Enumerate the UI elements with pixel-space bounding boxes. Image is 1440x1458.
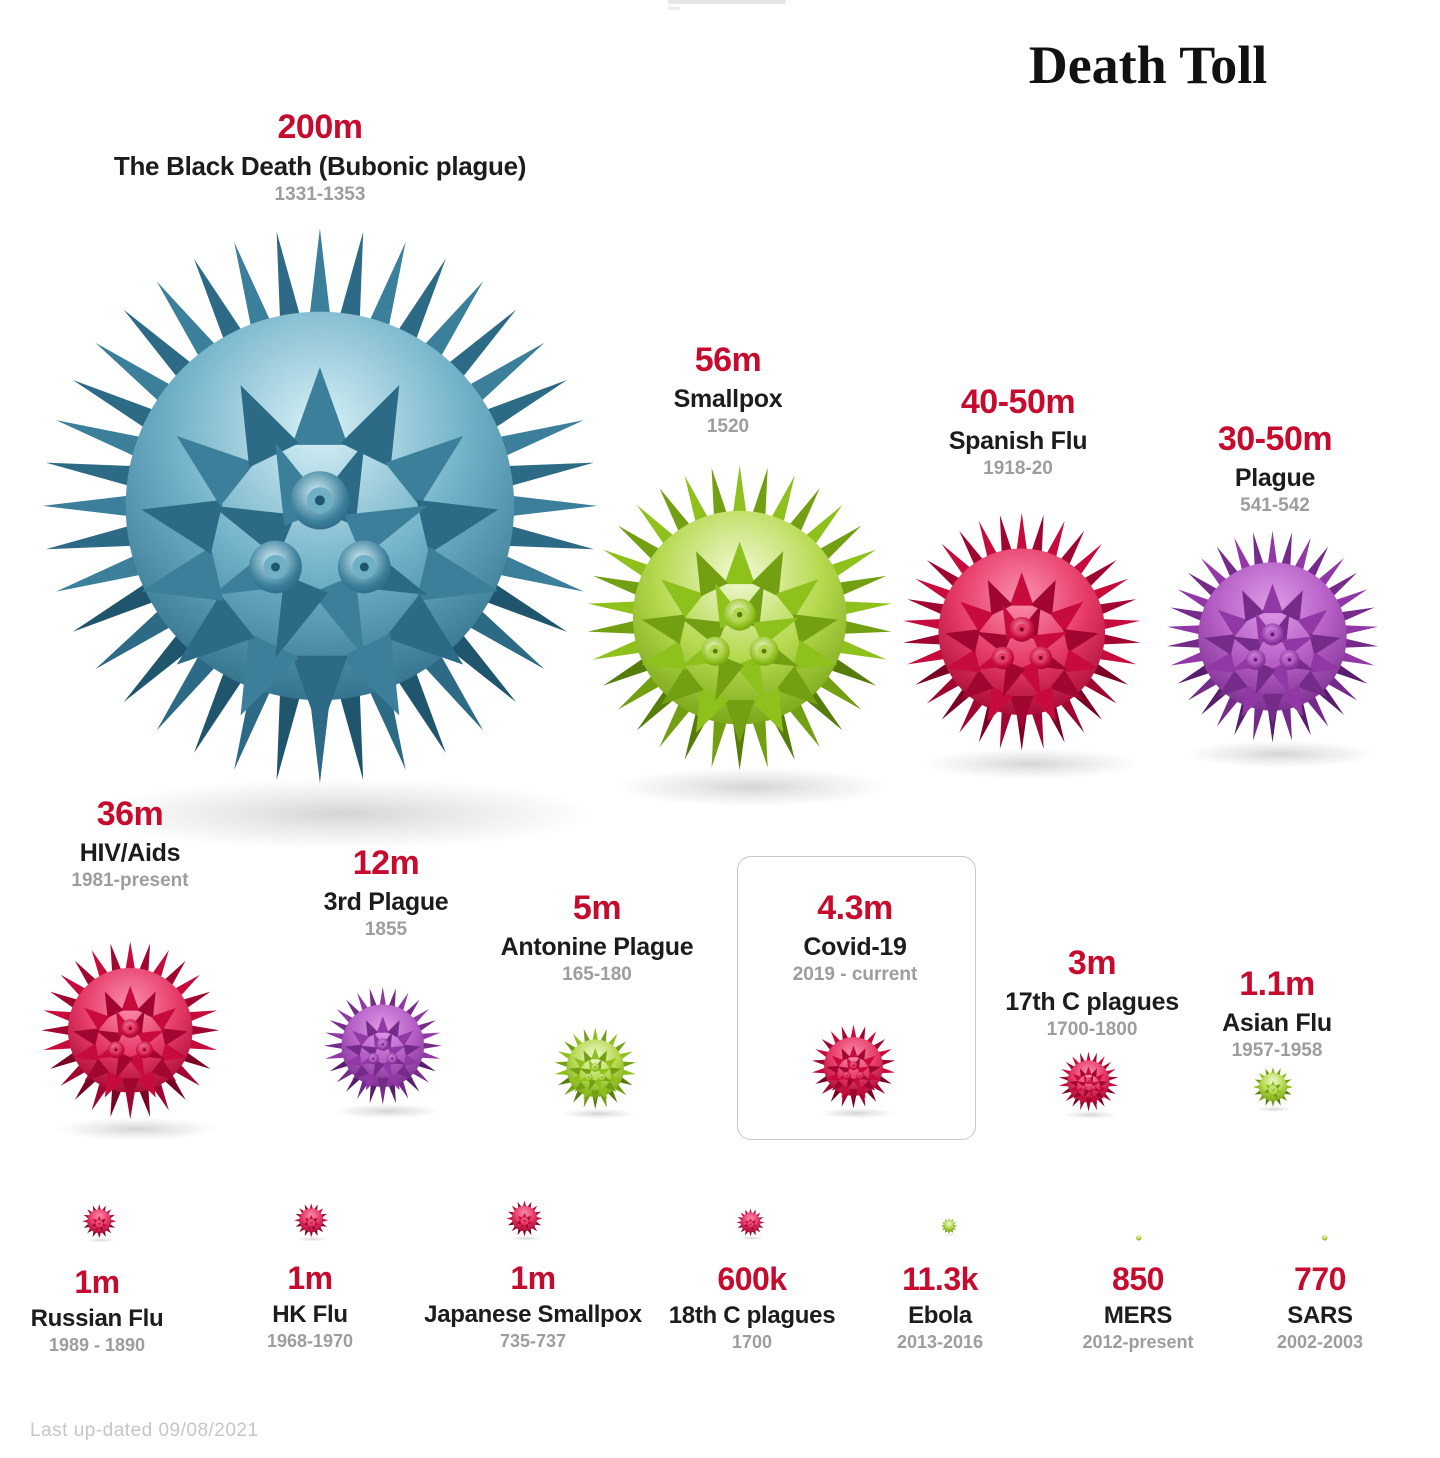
- disease-years: 1918-20: [983, 457, 1053, 479]
- disease-name: Asian Flu: [1222, 1008, 1332, 1037]
- death-toll-value: 12m: [352, 844, 420, 882]
- disease-name: HIV/Aids: [79, 838, 181, 867]
- disease-label-block: 30-50m Plague 541-542: [1217, 420, 1333, 517]
- covid-highlight-box: [737, 856, 976, 1140]
- disease-name: Spanish Flu: [948, 426, 1088, 455]
- disease-years: 1981-present: [71, 869, 189, 891]
- disease-years: 1520: [706, 415, 750, 437]
- disease-label-block: 1.1m Asian Flu 1957-1958: [1222, 965, 1332, 1062]
- disease-years: 1968-1970: [266, 1331, 354, 1352]
- death-toll-value: 56m: [694, 341, 762, 379]
- disease-label-block: 3m 17th C plagues 1700-1800: [1005, 944, 1179, 1041]
- disease-name: Smallpox: [673, 384, 783, 413]
- disease-years: 1331-1353: [274, 183, 366, 205]
- disease-label-block: 200m The Black Death (Bubonic plague) 13…: [113, 108, 527, 206]
- last-updated-note: Last up-dated 09/08/2021: [30, 1420, 259, 1441]
- disease-name: Covid-19: [803, 932, 907, 961]
- disease-label-block: 40-50m Spanish Flu 1918-20: [948, 383, 1088, 480]
- death-toll-value: 600k: [717, 1261, 787, 1297]
- virus-ball-3rd-plague: [309, 972, 457, 1120]
- death-toll-value: 30-50m: [1217, 420, 1333, 458]
- disease-label-block: 1m Japanese Smallpox 735-737: [424, 1260, 642, 1352]
- disease-name: Plague: [1234, 463, 1316, 492]
- disease-label-block: 4.3m Covid-19 2019 - current: [792, 889, 918, 986]
- disease-label-block: 600k 18th C plagues 1700: [668, 1261, 836, 1353]
- virus-ball-ebola: [939, 1216, 959, 1236]
- virus-ball-russian-flu: [78, 1200, 121, 1243]
- disease-label-block: 1m HK Flu 1968-1970: [266, 1260, 354, 1352]
- cropped-header-artifact-dash: [668, 7, 680, 10]
- disease-years: 2019 - current: [792, 963, 918, 985]
- death-toll-value: 770: [1294, 1261, 1346, 1297]
- disease-years: 1700-1800: [1046, 1018, 1138, 1040]
- disease-name: 3rd Plague: [323, 887, 449, 916]
- disease-label-block: 1m Russian Flu 1989 - 1890: [30, 1264, 164, 1356]
- disease-years: 1957-1958: [1231, 1039, 1323, 1061]
- disease-name: Japanese Smallpox: [424, 1300, 642, 1328]
- disease-name: 17th C plagues: [1005, 987, 1179, 1016]
- disease-years: 1700: [731, 1332, 773, 1353]
- virus-ball-smallpox: [549, 427, 930, 808]
- disease-name: 18th C plagues: [668, 1301, 836, 1329]
- virus-ball-mers: [1135, 1234, 1143, 1242]
- disease-years: 735-737: [499, 1331, 567, 1352]
- disease-name: The Black Death (Bubonic plague): [113, 150, 527, 181]
- virus-ball-asian-flu: [1248, 1062, 1298, 1112]
- virus-ball-black-death: [0, 159, 667, 853]
- death-toll-value: 1m: [510, 1260, 556, 1296]
- virus-ball-18thc-plagues: [733, 1205, 768, 1240]
- disease-years: 165-180: [562, 963, 632, 985]
- disease-years: 1855: [364, 918, 408, 940]
- virus-ball-antonine-plague: [544, 1017, 647, 1120]
- death-toll-value: 40-50m: [960, 383, 1076, 421]
- virus-ball-hiv-aids: [19, 919, 242, 1142]
- disease-label-block: 850 MERS 2012-present: [1082, 1261, 1194, 1353]
- disease-years: 2002-2003: [1276, 1332, 1364, 1353]
- disease-name: MERS: [1103, 1301, 1173, 1329]
- death-toll-value: 1m: [74, 1264, 120, 1300]
- disease-label-block: 5m Antonine Plague 165-180: [500, 889, 694, 986]
- disease-label-block: 12m 3rd Plague 1855: [323, 844, 449, 941]
- page-title: Death Toll: [1028, 35, 1268, 95]
- disease-years: 2013-2016: [896, 1332, 984, 1353]
- disease-label-block: 11.3k Ebola 2013-2016: [896, 1261, 984, 1353]
- disease-label-block: 770 SARS 2002-2003: [1276, 1261, 1364, 1353]
- disease-name: Ebola: [908, 1301, 972, 1329]
- disease-name: SARS: [1287, 1301, 1353, 1329]
- disease-name: Russian Flu: [30, 1304, 164, 1332]
- virus-ball-japanese-smallpox: [502, 1196, 547, 1241]
- disease-years: 1989 - 1890: [48, 1335, 146, 1356]
- disease-name: Antonine Plague: [500, 932, 694, 961]
- virus-ball-hk-flu: [290, 1199, 333, 1242]
- disease-label-block: 56m Smallpox 1520: [673, 341, 783, 438]
- death-toll-value: 4.3m: [817, 889, 893, 927]
- death-toll-value: 200m: [277, 108, 363, 146]
- virus-ball-plague-justinian: [1140, 504, 1405, 769]
- death-toll-value: 36m: [96, 795, 164, 833]
- virus-ball-spanish-flu: [873, 483, 1171, 781]
- death-toll-value: 5m: [572, 889, 622, 927]
- disease-years: 2012-present: [1082, 1332, 1194, 1353]
- death-toll-value: 3m: [1067, 944, 1117, 982]
- virus-ball-sars: [1321, 1234, 1329, 1242]
- disease-name: HK Flu: [272, 1300, 348, 1328]
- death-toll-value: 850: [1112, 1261, 1164, 1297]
- virus-ball-17thc-plagues: [1051, 1044, 1126, 1119]
- cropped-header-artifact: [668, 0, 786, 4]
- death-toll-value: 1.1m: [1239, 965, 1315, 1003]
- death-toll-value: 1m: [287, 1260, 333, 1296]
- virus-ball-covid-19: [801, 1014, 906, 1119]
- disease-years: 541-542: [1240, 494, 1310, 516]
- death-toll-value: 11.3k: [902, 1261, 978, 1297]
- disease-label-block: 36m HIV/Aids 1981-present: [71, 795, 189, 892]
